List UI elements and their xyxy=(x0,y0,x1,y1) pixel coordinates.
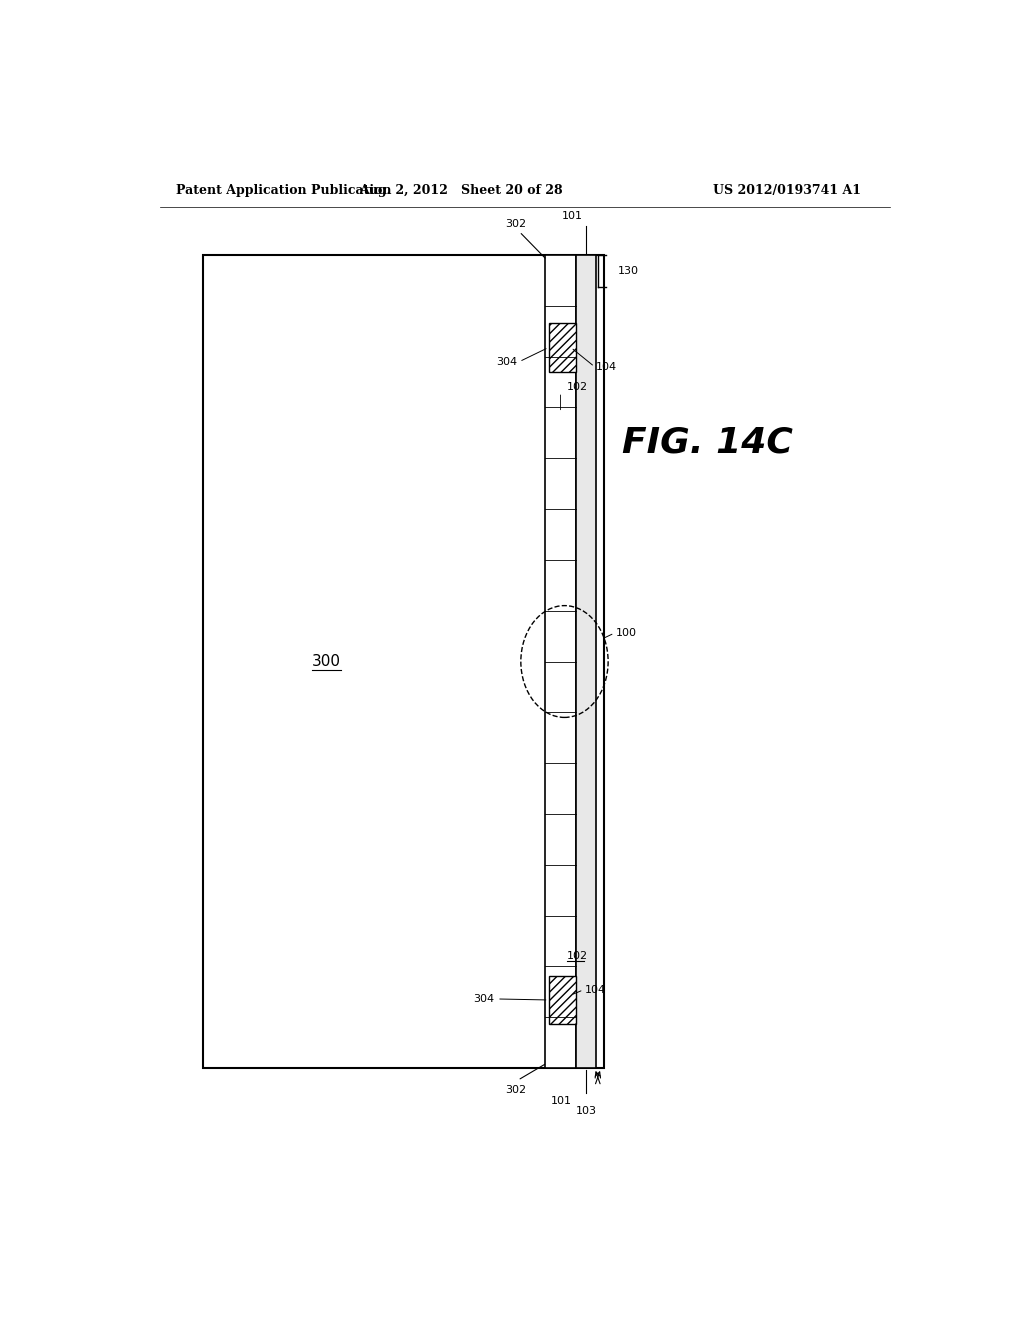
Text: Patent Application Publication: Patent Application Publication xyxy=(176,185,391,198)
Text: 304: 304 xyxy=(473,994,495,1005)
Text: 300: 300 xyxy=(312,653,341,669)
Text: US 2012/0193741 A1: US 2012/0193741 A1 xyxy=(713,185,861,198)
Text: 130: 130 xyxy=(617,267,639,276)
Text: 104: 104 xyxy=(585,985,606,995)
Text: 100: 100 xyxy=(616,628,637,638)
Text: 302: 302 xyxy=(505,1085,526,1096)
Bar xyxy=(577,255,596,1068)
Text: 102: 102 xyxy=(567,381,588,392)
Bar xyxy=(204,255,604,1068)
Text: 101: 101 xyxy=(551,1096,571,1106)
Text: 304: 304 xyxy=(496,356,517,367)
Text: 102: 102 xyxy=(567,952,588,961)
Text: 104: 104 xyxy=(596,362,617,372)
Text: FIG. 14C: FIG. 14C xyxy=(622,426,793,459)
Bar xyxy=(549,323,577,372)
Bar xyxy=(545,255,577,1068)
Text: 103: 103 xyxy=(575,1106,596,1115)
Text: 101: 101 xyxy=(562,211,583,222)
Bar xyxy=(549,975,577,1024)
Text: 302: 302 xyxy=(505,219,526,228)
Text: Aug. 2, 2012   Sheet 20 of 28: Aug. 2, 2012 Sheet 20 of 28 xyxy=(359,185,563,198)
